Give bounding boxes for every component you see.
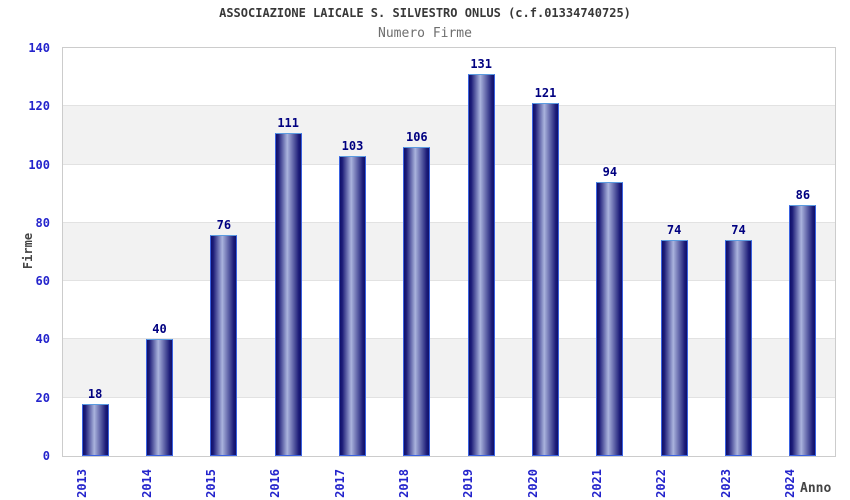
- bar-2019: [467, 74, 495, 456]
- plot-background-band: [63, 164, 835, 223]
- gridline: [63, 280, 835, 282]
- bar-2013: [81, 403, 109, 456]
- bar-value-label: 131: [470, 57, 492, 72]
- plot-background-band: [63, 281, 835, 340]
- bar-2024: [789, 205, 817, 456]
- y-tick-label: 140: [28, 41, 50, 55]
- bar-value-label: 103: [341, 138, 364, 153]
- bar-2017: [339, 155, 366, 456]
- gridline: [63, 163, 835, 165]
- gridline: [63, 338, 835, 340]
- y-tick-label: 20: [35, 390, 50, 405]
- plot-area: 18 40 76 111 103 106 131 121 94 74 74 86: [62, 47, 836, 457]
- plot-background-band: [63, 106, 835, 165]
- bar-2018: [403, 147, 431, 456]
- y-axis-title: Firme: [21, 232, 35, 270]
- x-axis-title: Anno: [800, 481, 832, 496]
- bar-value-label: 40: [152, 322, 167, 337]
- y-tick-label: 100: [28, 157, 50, 172]
- y-tick-label: 40: [35, 332, 50, 347]
- y-tick-label: 0: [42, 449, 50, 463]
- bar-value-label: 74: [731, 223, 746, 238]
- bar-value-label: 18: [87, 386, 103, 401]
- bar-2016: [274, 132, 302, 456]
- gridline: [63, 105, 835, 107]
- bar-2014: [146, 339, 173, 456]
- gridline: [63, 221, 835, 223]
- bar-2015: [210, 234, 238, 456]
- plot-background-band: [63, 48, 835, 107]
- plot-background-band: [63, 339, 835, 398]
- bar-value-label: 94: [602, 165, 618, 180]
- gridline: [63, 396, 835, 398]
- bar-value-label: 74: [666, 223, 682, 238]
- y-tick-label: 80: [35, 215, 50, 230]
- y-tick-label: 60: [35, 274, 50, 289]
- bar-value-label: 106: [405, 130, 428, 145]
- bar-2020: [532, 103, 559, 456]
- bar-2023: [725, 240, 752, 456]
- bar-2022: [660, 240, 688, 456]
- y-tick-label: 120: [28, 99, 50, 114]
- bar-2021: [596, 182, 624, 456]
- chart-subtitle: Numero Firme: [378, 26, 472, 41]
- bar-value-label: 121: [534, 86, 557, 101]
- plot-background-band: [63, 397, 835, 456]
- bar-value-label: 111: [277, 115, 299, 130]
- bar-value-label: 86: [795, 188, 811, 203]
- chart-title: ASSOCIAZIONE LAICALE S. SILVESTRO ONLUS …: [219, 6, 631, 20]
- bar-value-label: 76: [216, 217, 232, 232]
- plot-background-band: [63, 222, 835, 282]
